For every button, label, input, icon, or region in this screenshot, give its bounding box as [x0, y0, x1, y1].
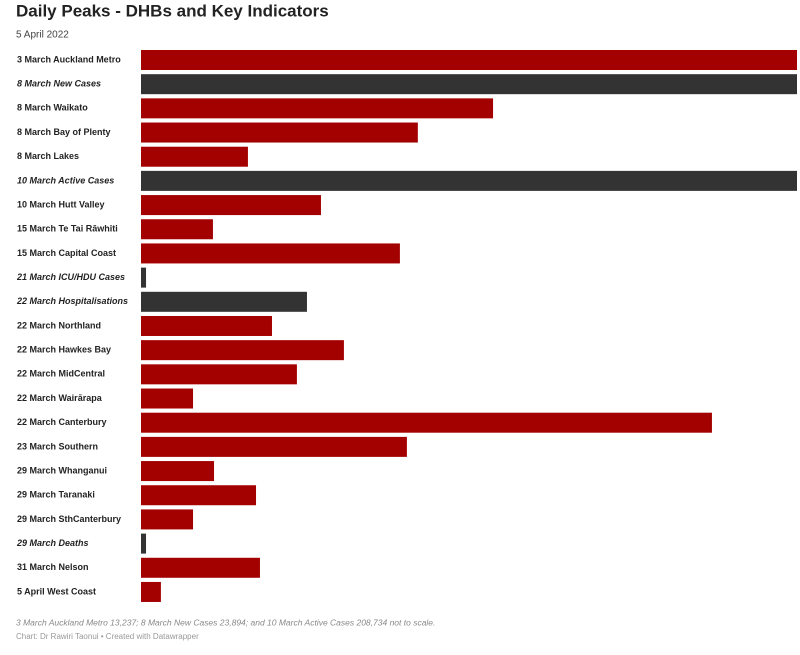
category-label: 22 March Hawkes Bay: [17, 345, 111, 355]
category-label: 15 March Te Tai Rāwhiti: [17, 224, 118, 234]
bar: [141, 170, 797, 191]
category-label: 23 March Southern: [17, 441, 98, 451]
category-label: 8 March Bay of Plenty: [17, 127, 111, 137]
bar: [141, 412, 712, 433]
plot-area: [141, 50, 797, 602]
category-label: 8 March Lakes: [17, 151, 79, 161]
bar: [141, 50, 797, 70]
category-label: 29 March Whanganui: [17, 465, 107, 475]
bar: [141, 195, 321, 216]
bar: [141, 557, 260, 578]
category-label: 22 March MidCentral: [17, 369, 105, 379]
category-label: 31 March Nelson: [17, 562, 89, 572]
bar: [141, 509, 194, 530]
category-label: 22 March Canterbury: [17, 417, 107, 427]
chart-title: Daily Peaks - DHBs and Key Indicators: [16, 1, 329, 20]
category-label: 3 March Auckland Metro: [17, 54, 121, 64]
bar: [141, 243, 400, 264]
category-label: 29 March Deaths: [16, 538, 89, 548]
bar: [141, 267, 147, 288]
bar: [141, 485, 257, 506]
bar: [141, 364, 297, 385]
bar: [141, 74, 797, 95]
category-label: 5 April West Coast: [17, 586, 96, 596]
category-label: 22 March Northland: [17, 320, 101, 330]
chart-subtitle: 5 April 2022: [16, 30, 69, 41]
category-label: 15 March Capital Coast: [17, 248, 116, 258]
bar: [141, 340, 344, 361]
bar: [141, 146, 248, 167]
bar: [141, 98, 494, 119]
category-label: 22 March Wairārapa: [17, 393, 103, 403]
category-label: 29 March Taranaki: [17, 490, 95, 500]
category-label: 21 March ICU/HDU Cases: [16, 272, 125, 282]
bar: [141, 581, 161, 602]
category-label: 29 March SthCanterbury: [17, 514, 121, 524]
note: 3 March Auckland Metro 13,237; 8 March N…: [16, 617, 435, 627]
category-label: 10 March Hutt Valley: [17, 199, 105, 209]
bar: [141, 388, 194, 409]
bar: [141, 315, 272, 336]
bar: [141, 122, 418, 143]
bar: [141, 461, 215, 482]
credit: Chart: Dr Rawiri Taonui • Created with D…: [16, 632, 199, 641]
category-label: 8 March Waikato: [17, 103, 88, 113]
bar: [141, 436, 407, 457]
bar: [141, 533, 147, 554]
category-label: 10 March Active Cases: [17, 175, 114, 185]
bar: [141, 219, 213, 240]
bar: [141, 291, 307, 312]
category-label: 22 March Hospitalisations: [16, 296, 128, 306]
category-label: 8 March New Cases: [17, 79, 101, 89]
